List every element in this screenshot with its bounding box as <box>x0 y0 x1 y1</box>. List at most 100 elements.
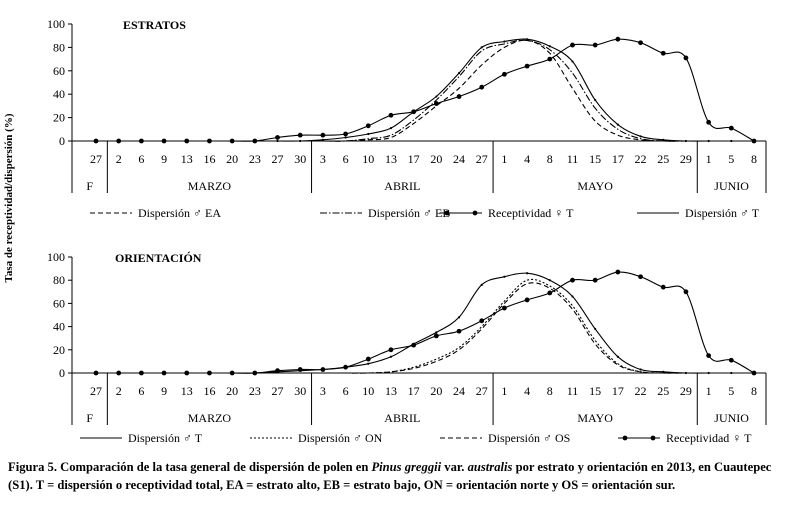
data-point <box>660 50 666 56</box>
caption-species: Pinus greggii <box>371 460 442 474</box>
data-point <box>367 132 370 136</box>
data-point <box>571 295 574 298</box>
data-point <box>479 318 485 324</box>
data-point <box>365 123 371 129</box>
data-point <box>299 139 302 143</box>
x-tick-label: 27 <box>272 384 284 398</box>
x-tick-label: 23 <box>249 384 261 398</box>
y-tick-label: 20 <box>53 343 65 357</box>
data-point <box>592 42 598 48</box>
data-point <box>365 356 371 362</box>
data-point <box>433 333 439 339</box>
figure-caption: Figura 5. Comparación de la tasa general… <box>8 458 794 494</box>
x-tick-label: 3 <box>320 152 326 166</box>
data-point <box>479 84 485 90</box>
y-tick-label: 60 <box>53 296 65 310</box>
chart-title: ORIENTACIÓN <box>115 251 202 265</box>
data-point <box>547 290 553 296</box>
x-tick-label: 8 <box>547 152 553 166</box>
x-tick-label: 16 <box>203 152 215 166</box>
x-tick-label: 6 <box>138 152 144 166</box>
x-tick-label: 1 <box>501 384 507 398</box>
data-point <box>594 327 597 331</box>
data-point <box>571 60 574 63</box>
data-point <box>388 347 394 353</box>
x-tick-label: 25 <box>657 152 669 166</box>
data-point <box>185 139 188 143</box>
data-point <box>457 72 461 75</box>
data-point <box>570 42 575 48</box>
data-point <box>752 139 756 143</box>
data-point <box>524 297 530 303</box>
month-label: JUNIO <box>714 411 749 425</box>
y-tick-label: 0 <box>59 134 65 148</box>
y-tick-label: 60 <box>53 64 65 78</box>
x-tick-label: 30 <box>294 152 306 166</box>
data-point <box>252 370 258 376</box>
legend-label: Dispersión ♂ EB <box>368 206 450 220</box>
x-tick-label: 13 <box>385 152 397 166</box>
data-point <box>253 139 256 143</box>
data-point <box>728 125 734 131</box>
data-point <box>116 370 122 376</box>
x-tick-label: 29 <box>680 384 692 398</box>
x-tick-label: 15 <box>589 384 601 398</box>
legend-label: Dispersión ♂ OS <box>488 431 570 445</box>
data-point <box>433 101 439 106</box>
month-label: F <box>86 179 93 193</box>
data-point <box>660 284 666 290</box>
caption-text-1: Comparación de la tasa general de disper… <box>56 460 372 474</box>
month-label: MAYO <box>577 411 613 425</box>
x-tick-label: 24 <box>453 152 465 166</box>
x-tick-label: 17 <box>408 152 420 166</box>
data-point <box>662 138 665 141</box>
data-point <box>231 139 234 143</box>
x-tick-label: 5 <box>728 384 734 398</box>
data-point <box>548 279 551 282</box>
data-point <box>594 98 597 102</box>
data-point <box>389 355 393 358</box>
data-point <box>138 370 144 376</box>
legend-marker <box>472 210 478 216</box>
data-point <box>615 269 621 275</box>
series-line <box>96 282 754 374</box>
caption-text-2: var. <box>441 460 468 474</box>
data-point <box>343 364 348 370</box>
data-point <box>457 316 461 319</box>
data-point <box>275 368 280 374</box>
data-point <box>615 36 621 42</box>
month-label: MARZO <box>188 179 232 193</box>
data-point <box>343 131 348 137</box>
legend-label: Receptividad ♀ T <box>666 431 752 445</box>
x-tick-label: 27 <box>476 384 488 398</box>
data-point <box>344 136 347 139</box>
x-tick-label: 1 <box>501 152 507 166</box>
data-point <box>140 139 143 143</box>
data-point <box>435 95 438 98</box>
data-point <box>117 139 120 143</box>
data-point <box>94 139 98 143</box>
x-tick-label: 6 <box>343 152 349 166</box>
month-label: JUNIO <box>714 179 749 193</box>
x-tick-label: 13 <box>385 384 397 398</box>
legend-label: Dispersión ♂ T <box>128 431 203 445</box>
series-line <box>96 272 754 374</box>
data-point <box>276 139 279 143</box>
x-tick-label: 13 <box>181 384 193 398</box>
data-point <box>480 283 483 286</box>
data-point <box>730 139 733 143</box>
x-tick-label: 1 <box>706 152 712 166</box>
data-point <box>93 370 99 376</box>
figure-canvas: Tasa de receptividad/dispersión (%) ESTR… <box>3 17 767 445</box>
data-point <box>389 127 393 130</box>
y-tick-label: 20 <box>53 111 65 125</box>
data-point <box>480 46 483 49</box>
x-tick-label: 16 <box>203 384 215 398</box>
y-tick-label: 100 <box>47 250 65 264</box>
data-point <box>638 274 643 280</box>
x-tick-label: 17 <box>408 384 420 398</box>
series-line <box>95 39 754 142</box>
data-point <box>706 353 712 358</box>
x-tick-label: 27 <box>90 152 102 166</box>
